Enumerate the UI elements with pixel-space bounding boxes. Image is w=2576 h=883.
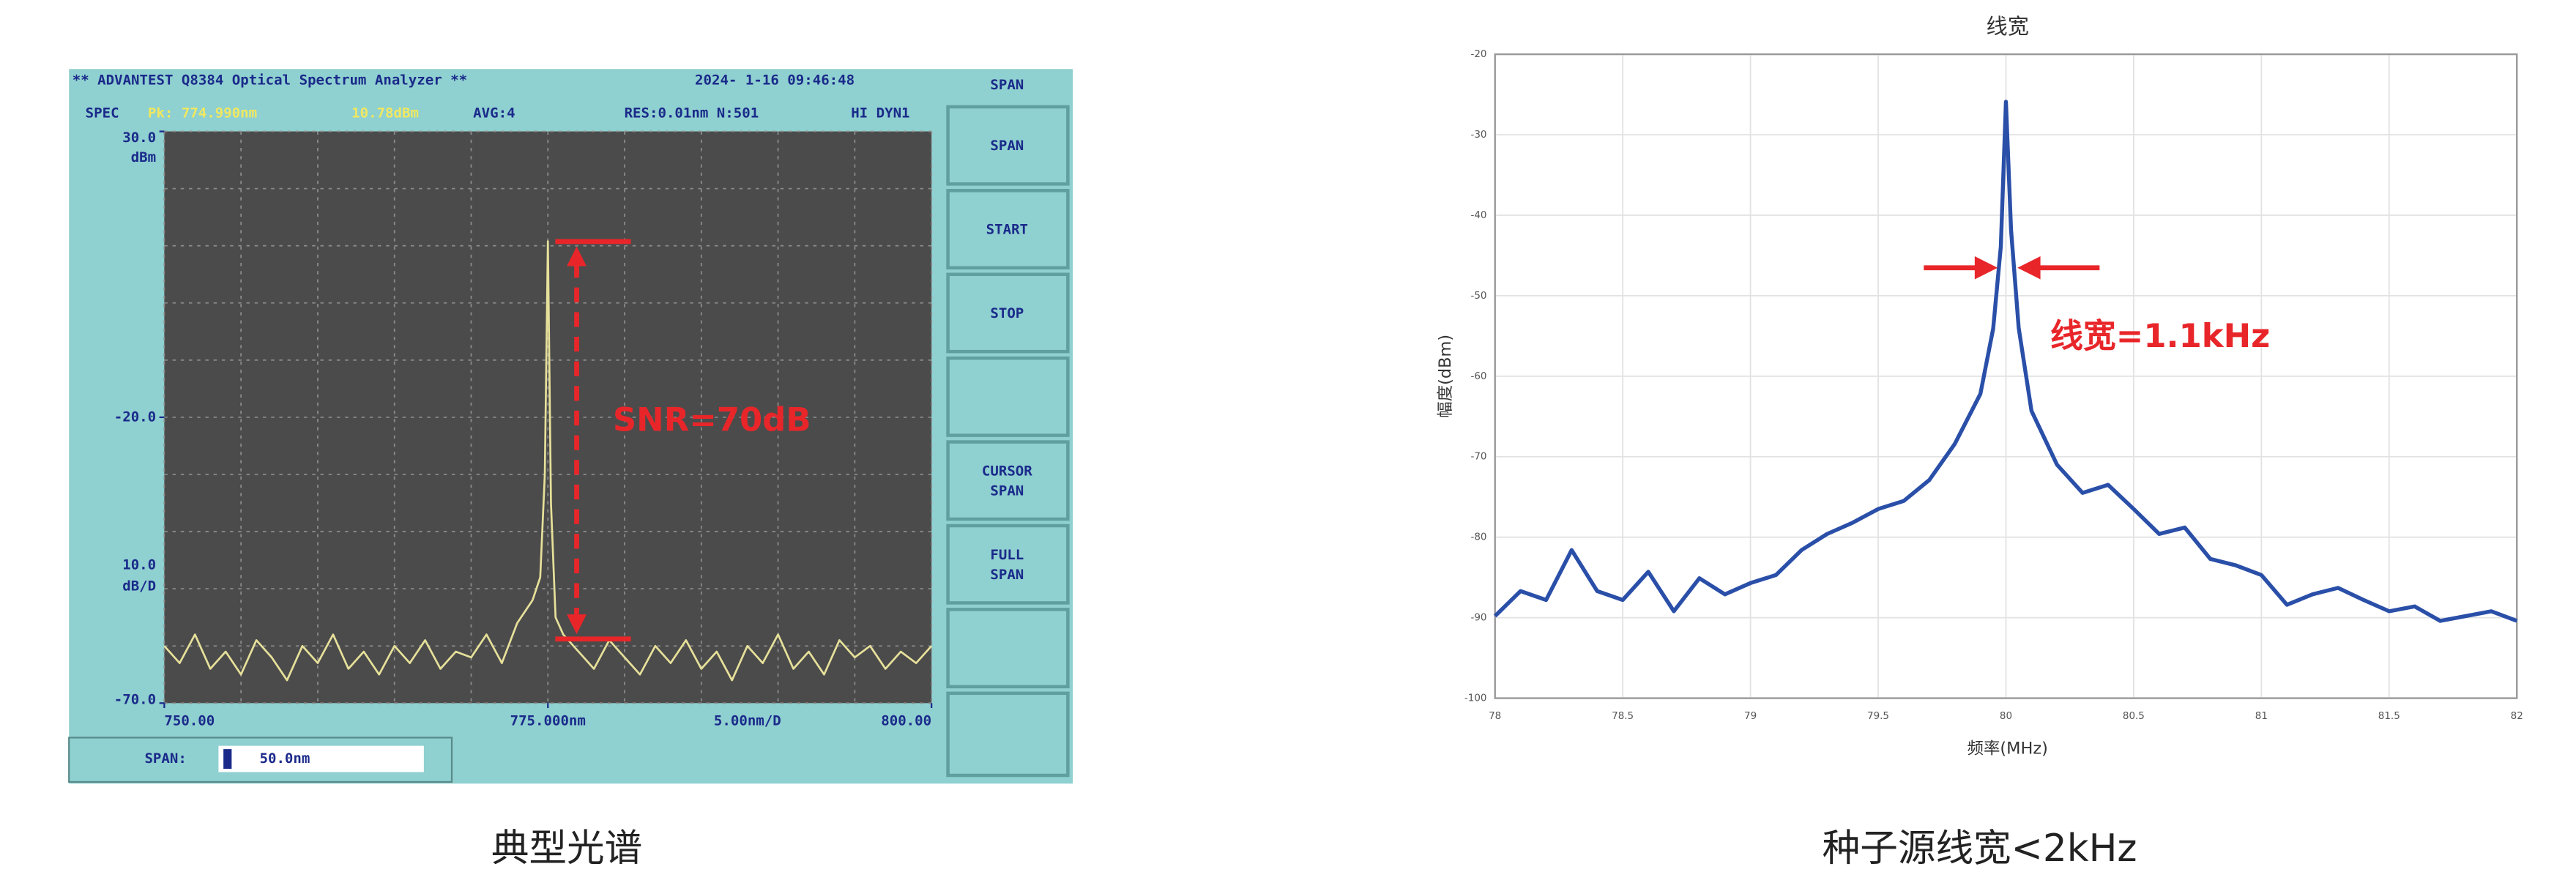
y-scale: 10.0 — [122, 556, 156, 573]
x-tick-label: 81 — [2255, 711, 2268, 722]
x-tick-label: 81.5 — [2378, 711, 2400, 722]
y-tick-label: -70.0 — [114, 691, 156, 707]
menu-button — [946, 189, 1070, 269]
menu-button-label: START — [986, 222, 1028, 238]
x-tick-label: 800.00 — [881, 712, 931, 729]
y-axis-label: 幅度(dBm) — [1436, 335, 1455, 418]
y-tick-label: -90 — [1470, 613, 1486, 624]
y-tick-label: -70 — [1470, 452, 1486, 463]
snr-annotation: SNR=70dB — [613, 400, 811, 439]
snr-marker — [555, 239, 631, 642]
y-tick-label: -60 — [1470, 371, 1486, 382]
x-axis-label: 频率(MHz) — [1968, 739, 2048, 759]
osa-header: ** ADVANTEST Q8384 Optical Spectrum Anal… — [72, 72, 467, 88]
x-tick-label: 80.5 — [2123, 711, 2145, 722]
osa-timestamp: 2024- 1-16 09:46:48 — [695, 72, 855, 88]
x-tick-label: 750.00 — [164, 712, 215, 729]
y-tick-label: -30 — [1470, 130, 1486, 141]
y-tick-label: -20 — [1470, 49, 1486, 60]
y-tick-label: -20.0 — [114, 409, 156, 425]
x-tick-label: 80 — [2000, 711, 2012, 722]
y-tick-label: 30.0 — [122, 130, 156, 146]
y-tick-label: -100 — [1464, 693, 1487, 704]
linewidth-annotation: 线宽=1.1kHz — [2050, 316, 2270, 355]
osa-status: SPEC — [86, 105, 119, 121]
x-tick-label: 78 — [1489, 711, 1501, 722]
x-scale: 5.00nm/D — [714, 712, 781, 729]
menu-button — [946, 691, 1070, 778]
caption: 典型光谱 — [491, 827, 642, 871]
x-tick-label: 775.000nm — [510, 712, 586, 729]
menu: SPAN START STOP CURSOR SPAN FULL SPAN — [946, 105, 1070, 778]
span-label: SPAN: — [144, 750, 186, 767]
menu-button-label: SPAN — [990, 138, 1024, 154]
y-tick-label: -80 — [1470, 532, 1486, 543]
plot-frame — [1494, 53, 2518, 699]
arrowheads — [1974, 256, 2041, 280]
span-cursor — [223, 749, 232, 770]
x-tick-label: 79.5 — [1867, 711, 1889, 722]
x-tick-label: 82 — [2511, 711, 2523, 722]
menu-button — [946, 356, 1070, 437]
menu-button — [946, 608, 1070, 689]
linewidth-arrows — [1924, 256, 2100, 280]
span-value: 50.0nm — [259, 750, 310, 767]
caption: 种子源线宽<2kHz — [1823, 827, 2137, 871]
menu-button-label: SPAN — [990, 567, 1024, 583]
menu-button-label: FULL — [990, 547, 1024, 563]
menu-button — [946, 272, 1070, 354]
span-box — [218, 745, 424, 772]
menu-button — [946, 440, 1070, 521]
osa-status: RES:0.01nm N:501 — [625, 105, 759, 121]
y-scale-unit: dB/D — [122, 578, 156, 594]
menu-button-label: STOP — [990, 305, 1024, 321]
menu-button — [946, 105, 1070, 186]
x-tick-label: 78.5 — [1612, 711, 1634, 722]
data-line — [1493, 100, 2518, 623]
menu-title: SPAN — [990, 77, 1024, 93]
y-unit: dBm — [131, 149, 156, 165]
menu-button-label: CURSOR — [982, 463, 1032, 479]
y-tick-label: -40 — [1470, 210, 1486, 221]
y-tick-label: -50 — [1470, 291, 1486, 302]
osa-status: 10.78dBm — [351, 105, 419, 121]
osa-status: AVG:4 — [473, 105, 515, 121]
osa-status: HI DYN1 — [851, 105, 909, 121]
chart-title: 线宽 — [1987, 14, 2029, 39]
data-line — [163, 240, 933, 682]
x-tick-label: 79 — [1744, 711, 1757, 722]
osa-status: Pk: 774.990nm — [148, 105, 257, 121]
menu-button — [946, 524, 1070, 605]
menu-button-label: SPAN — [990, 483, 1024, 499]
